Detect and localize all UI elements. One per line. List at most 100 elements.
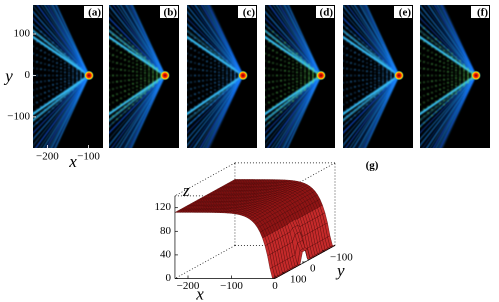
speckle: [64, 87, 66, 89]
speckle: [370, 81, 372, 84]
speckle: [36, 40, 38, 43]
fringe: [265, 23, 322, 76]
speckle: [64, 62, 66, 64]
speckle: [346, 88, 348, 90]
speckle: [382, 78, 384, 81]
speckle: [374, 68, 376, 71]
speckle: [218, 62, 220, 64]
speckle: [230, 76, 232, 78]
speckle: [132, 74, 134, 77]
speckle: [206, 79, 208, 82]
speckle: [40, 80, 42, 83]
speckle: [354, 40, 356, 43]
speckle: [60, 52, 62, 55]
speckle: [382, 87, 384, 89]
speckle: [136, 67, 138, 70]
speckle: [206, 46, 208, 49]
speckle: [304, 87, 306, 89]
speckle: [198, 74, 200, 77]
speckle: [268, 88, 270, 90]
speckle: [455, 56, 457, 59]
speckle: [202, 100, 204, 103]
speckle: [206, 69, 208, 72]
speckle: [343, 52, 344, 55]
speckle: [427, 99, 429, 102]
speckle: [382, 70, 384, 73]
speckle: [218, 77, 220, 80]
fringe: [265, 74, 322, 122]
fringe: [130, 75, 166, 148]
speckle: [44, 40, 46, 43]
speckle: [420, 74, 421, 77]
speckle: [144, 61, 146, 64]
speckle: [194, 49, 196, 52]
speckle: [109, 81, 110, 84]
speckle: [447, 49, 449, 51]
speckle: [124, 58, 126, 61]
speckle: [304, 76, 306, 79]
speckle: [72, 60, 74, 62]
speckle: [366, 57, 368, 60]
speckle: [132, 49, 134, 52]
speckle: [76, 77, 78, 80]
speckle: [44, 97, 46, 100]
speckle: [459, 64, 461, 66]
speckle: [378, 61, 380, 64]
speckle: [33, 89, 34, 91]
speckle: [463, 76, 465, 78]
speckle: [268, 27, 270, 30]
speckle: [366, 87, 368, 89]
speckle: [72, 80, 74, 83]
heatmap-panel: (b): [109, 5, 179, 148]
speckle: [288, 49, 290, 52]
speckle: [304, 62, 306, 64]
speckle: [268, 108, 270, 111]
fringe: [187, 17, 244, 76]
speckle: [272, 99, 274, 102]
speckle: [202, 90, 204, 92]
speckle: [455, 64, 457, 66]
speckle: [60, 49, 62, 51]
speckle: [272, 118, 274, 121]
speckle: [136, 70, 138, 73]
speckle: [284, 60, 286, 63]
speckle: [226, 66, 228, 69]
speckle: [292, 78, 294, 81]
speckle: [109, 110, 110, 113]
speckle: [459, 74, 461, 77]
speckle: [382, 68, 384, 71]
fringe: [187, 10, 244, 76]
y-tick-label: 0: [310, 263, 316, 275]
speckle: [276, 103, 278, 105]
speckle: [214, 74, 216, 77]
speckle: [300, 74, 302, 77]
speckle: [378, 56, 380, 59]
speckle: [435, 38, 437, 40]
speckle: [112, 34, 114, 36]
speckle: [230, 65, 232, 68]
speckle: [280, 58, 282, 61]
speckle: [292, 100, 294, 102]
speckle: [455, 92, 457, 95]
speckle: [265, 110, 266, 113]
heatmap-panel: (d): [265, 5, 335, 148]
speckle: [33, 125, 34, 128]
speckle: [420, 38, 421, 40]
speckle: [451, 96, 453, 99]
speckle: [276, 63, 278, 65]
speckle: [230, 73, 232, 75]
z-tick-label: 40: [160, 248, 172, 260]
speckle: [230, 68, 232, 71]
speckle: [350, 105, 352, 108]
fringe: [265, 5, 322, 76]
speckle: [210, 53, 212, 56]
speckle: [136, 52, 138, 55]
speckle: [366, 45, 368, 48]
speckle: [132, 70, 134, 73]
speckle: [68, 58, 70, 61]
speckle: [463, 65, 465, 68]
speckle: [370, 96, 372, 99]
speckle: [190, 121, 192, 124]
speckle: [187, 30, 188, 33]
speckle: [308, 74, 310, 77]
